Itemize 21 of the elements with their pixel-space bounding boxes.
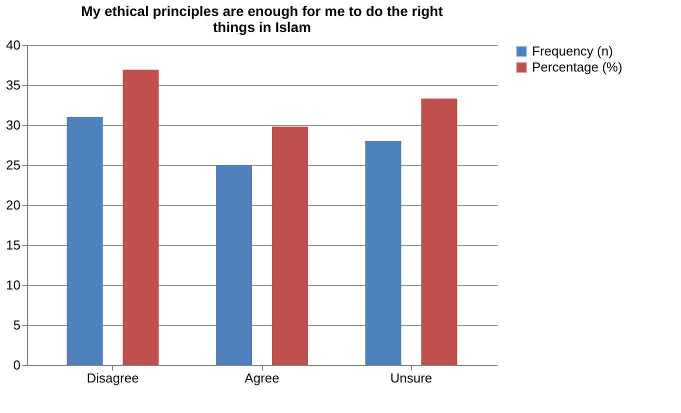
y-tick-label: 5 — [13, 318, 20, 332]
bar — [365, 141, 402, 365]
x-tick-label: Agree — [244, 370, 280, 386]
bar — [122, 70, 159, 365]
bar — [421, 98, 458, 365]
y-tick-label: 0 — [13, 358, 20, 372]
x-tick-label: Disagree — [86, 370, 139, 386]
legend-label: Percentage (%) — [532, 60, 622, 74]
y-tick-label: 10 — [6, 278, 20, 292]
bar — [216, 165, 252, 365]
y-tick-label: 20 — [6, 198, 20, 212]
bar — [272, 126, 308, 365]
y-tick-label: 25 — [6, 158, 20, 172]
bar — [66, 117, 103, 365]
legend-label: Frequency (n) — [532, 44, 613, 58]
y-tick-label: 30 — [6, 118, 20, 132]
chart-title: My ethical principles are enough for me to do the right things in Islam — [81, 3, 444, 35]
y-tick-label: 40 — [6, 38, 20, 52]
y-tick-label: 35 — [6, 78, 20, 92]
x-tick-label: Unsure — [390, 370, 432, 386]
y-tick-label: 15 — [6, 238, 20, 252]
